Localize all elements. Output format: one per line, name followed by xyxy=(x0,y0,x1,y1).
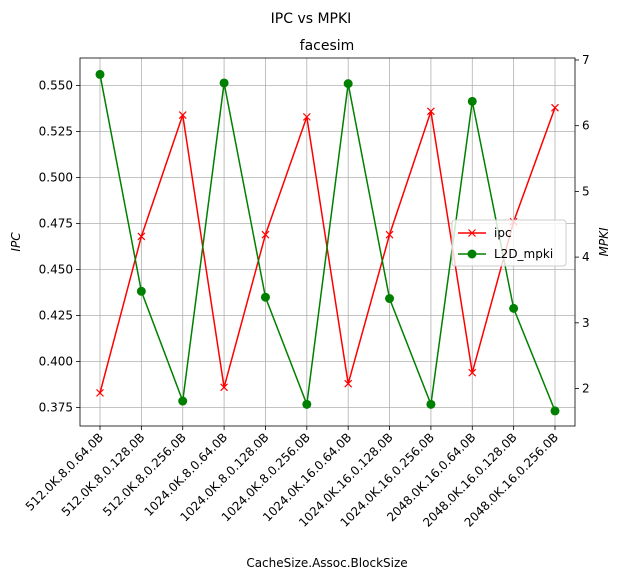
mpki-point xyxy=(426,399,436,409)
right-y-axis-label: MPKI xyxy=(597,227,611,256)
mpki-point xyxy=(302,399,312,409)
x-tick-label: 512.0K.8.0.64.0B xyxy=(23,430,106,513)
mpki-point xyxy=(260,292,270,302)
chart-suptitle: IPC vs MPKI xyxy=(271,11,352,27)
mpki-point xyxy=(343,79,353,89)
legend: ipc L2D_mpki xyxy=(451,219,567,267)
legend-label-L2D_mpki: L2D_mpki xyxy=(494,247,553,261)
legend-marker-L2D_mpki xyxy=(467,249,477,259)
chart-title: facesim xyxy=(300,38,355,54)
left-y-tick-label: 0.450 xyxy=(39,263,73,277)
ipc-point xyxy=(261,230,270,239)
right-y-tick-label: 4 xyxy=(582,250,590,264)
left-y-tick-label: 0.525 xyxy=(39,125,73,139)
series-line-ipc xyxy=(99,107,556,394)
right-y-tick-label: 2 xyxy=(582,382,590,396)
mpki-point xyxy=(95,69,105,79)
mpki-point xyxy=(509,303,519,313)
plot-frame xyxy=(79,57,576,427)
ipc-point xyxy=(426,107,435,116)
right-y-tick-label: 7 xyxy=(582,53,590,67)
ipc-point xyxy=(96,388,104,397)
right-y-tick-label: 5 xyxy=(582,184,590,198)
ipc-point xyxy=(551,103,559,112)
x-axis-ticks: 512.0K.8.0.64.0B512.0K.8.0.128.0B512.0K.… xyxy=(23,426,561,530)
legend-marker-ipc xyxy=(468,229,476,237)
ipc-point xyxy=(468,368,477,377)
ipc-point xyxy=(385,230,394,239)
right-y-tick-label: 6 xyxy=(582,119,590,133)
series-line-L2D_mpki xyxy=(99,74,556,412)
mpki-point xyxy=(385,294,395,304)
mpki-point xyxy=(467,96,477,106)
ipc-point xyxy=(302,112,311,121)
left-y-tick-label: 0.550 xyxy=(39,79,73,93)
ipc-point xyxy=(220,383,229,392)
left-y-tick-label: 0.475 xyxy=(39,217,73,231)
x-axis-label: CacheSize.Assoc.BlockSize xyxy=(246,556,407,570)
right-y-tick-label: 3 xyxy=(582,316,590,330)
ipc-point xyxy=(344,379,353,388)
mpki-point xyxy=(219,78,229,88)
left-y-tick-label: 0.400 xyxy=(39,355,73,369)
left-y-tick-label: 0.500 xyxy=(39,171,73,185)
left-y-axis-ticks: 0.375 0.400 0.425 0.450 0.475 0.500 0.525 0.550 xyxy=(39,79,80,415)
right-y-axis-ticks: 2 3 4 5 6 7 xyxy=(575,53,590,396)
left-y-tick-label: 0.425 xyxy=(39,309,73,323)
mpki-point xyxy=(550,406,560,416)
ipc-point xyxy=(137,232,146,241)
series-layer xyxy=(95,69,560,416)
mpki-point xyxy=(136,286,146,296)
mpki-point xyxy=(178,396,188,406)
left-y-axis-label: IPC xyxy=(9,232,23,252)
ipc-point xyxy=(178,111,187,119)
legend-label-ipc: ipc xyxy=(494,226,512,240)
left-y-tick-label: 0.375 xyxy=(39,401,73,415)
